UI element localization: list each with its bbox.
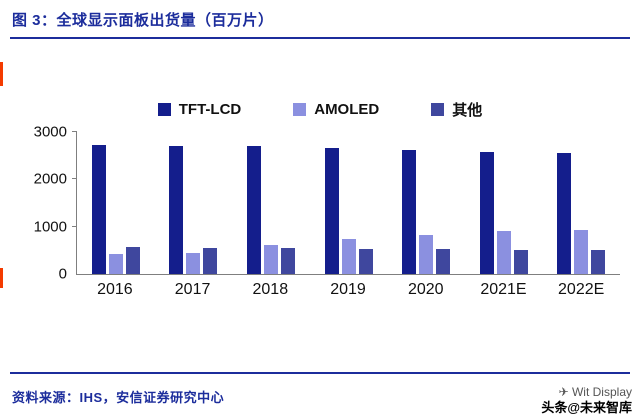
bar-AMOLED-2018 <box>263 244 278 274</box>
bar-其他-2021E <box>513 249 528 274</box>
watermark: ✈ Wit Display 头条@未来智库 <box>541 385 632 416</box>
bar-TFT-LCD-2017 <box>169 146 184 274</box>
bar-group-2017 <box>155 132 233 274</box>
bar-TFT-LCD-2019 <box>324 148 339 274</box>
legend-swatch <box>431 103 445 116</box>
bar-TFT-LCD-2020 <box>402 150 417 274</box>
y-tick-label: 1000 <box>33 218 67 236</box>
legend-label: 其他 <box>452 102 483 119</box>
chart-legend: TFT-LCD AMOLED 其他 <box>0 99 640 120</box>
bar-chart: TFT-LCD AMOLED 其他 0 1000 2000 3000 2016 2017 20… <box>0 99 640 299</box>
bar-group-2019 <box>310 132 388 274</box>
legend-swatch <box>293 103 307 116</box>
x-tick-label: 2017 <box>174 281 211 298</box>
figure-title: 图 3：全球显示面板出货量（百万片） <box>12 12 274 29</box>
bar-group-2020 <box>387 132 465 274</box>
y-tick-label: 3000 <box>33 123 67 141</box>
legend-item-其他: 其他 <box>431 99 482 120</box>
bar-其他-2022E <box>591 249 606 274</box>
bar-AMOLED-2016 <box>108 253 123 274</box>
title-divider <box>10 37 630 39</box>
plot-area-wrap: 0 1000 2000 3000 <box>18 125 620 282</box>
legend-item-AMOLED: AMOLED <box>293 99 379 120</box>
x-tick-label: 2019 <box>330 281 366 298</box>
bar-AMOLED-2019 <box>341 239 356 274</box>
legend-label: AMOLED <box>314 101 380 118</box>
y-tick-mark <box>72 178 77 180</box>
watermark-toutiao: 头条@未来智库 <box>541 399 632 415</box>
bar-group-2022E <box>542 132 620 274</box>
bar-其他-2018 <box>280 248 295 274</box>
bar-group-2016 <box>77 132 155 274</box>
bar-其他-2020 <box>436 249 451 274</box>
x-tick-label: 2022E <box>558 281 605 298</box>
bar-TFT-LCD-2021E <box>479 152 494 274</box>
footer-divider <box>10 372 630 374</box>
legend-label: TFT-LCD <box>178 101 242 118</box>
bar-groups <box>77 132 620 274</box>
y-tick-label: 2000 <box>33 170 67 188</box>
legend-item-TFT-LCD: TFT-LCD <box>157 99 242 120</box>
x-axis-labels: 2016 2017 2018 2019 2020 2021E 2022E <box>76 281 620 299</box>
red-edge-mark <box>0 268 3 288</box>
bar-AMOLED-2017 <box>186 252 201 274</box>
y-tick-mark <box>72 131 77 132</box>
plot-area <box>72 131 620 275</box>
bar-AMOLED-2020 <box>419 235 434 274</box>
x-tick-label: 2016 <box>97 281 133 298</box>
y-tick-label: 0 <box>58 265 67 283</box>
bar-TFT-LCD-2018 <box>246 146 261 274</box>
watermark-wit-display: ✈ Wit Display <box>558 384 632 399</box>
bar-AMOLED-2022E <box>574 230 589 274</box>
bar-AMOLED-2021E <box>496 231 511 274</box>
x-tick-label: 2021E <box>480 281 527 298</box>
x-tick-label: 2018 <box>252 281 289 298</box>
legend-swatch <box>157 103 171 116</box>
y-axis: 0 1000 2000 3000 <box>18 125 76 282</box>
bar-其他-2016 <box>125 246 140 274</box>
bar-group-2018 <box>232 132 310 274</box>
bar-TFT-LCD-2016 <box>91 145 106 274</box>
data-source-note: 资料来源：IHS，安信证券研究中心 <box>12 390 225 405</box>
red-edge-mark <box>0 62 3 86</box>
bar-TFT-LCD-2022E <box>557 153 572 274</box>
y-tick-mark <box>72 225 77 227</box>
bar-group-2021E <box>465 132 543 274</box>
x-tick-label: 2020 <box>407 281 444 298</box>
bar-其他-2019 <box>358 248 373 274</box>
bar-其他-2017 <box>203 247 218 274</box>
